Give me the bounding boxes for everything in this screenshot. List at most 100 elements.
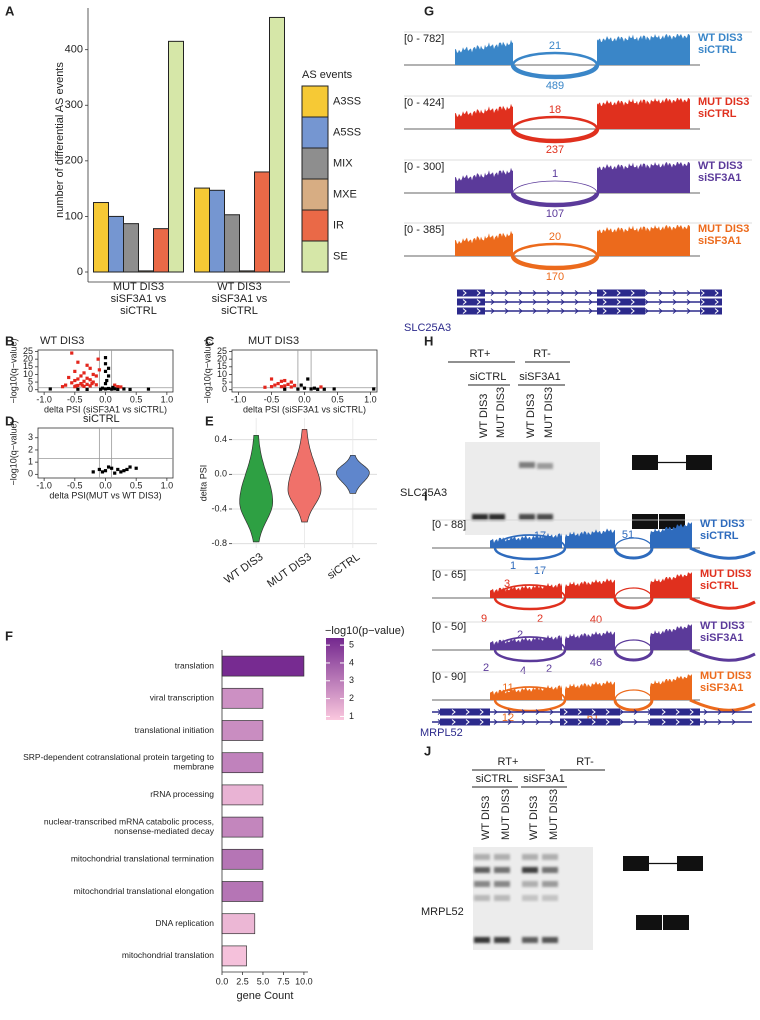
violin	[287, 428, 322, 523]
track-name: MUT DIS3 siCTRL	[698, 96, 749, 120]
strand-chevron	[521, 709, 526, 715]
strand-chevron	[563, 719, 568, 725]
junction-count: 11	[502, 682, 513, 694]
strand-chevron	[490, 308, 495, 314]
point	[286, 382, 290, 386]
text-line: WT DIS3	[698, 32, 743, 44]
strand-chevron	[602, 290, 607, 296]
y-tick-label: 200	[65, 155, 83, 167]
strand-chevron	[493, 719, 498, 725]
strand-chevron	[549, 709, 554, 715]
point	[94, 374, 98, 378]
y-tick-label: 0	[28, 469, 33, 479]
x-axis-label: delta PSI (siSF3A1 vs siCTRL)	[243, 404, 366, 414]
y-tick-label: 5	[28, 376, 33, 386]
point	[296, 387, 300, 391]
strand-chevron	[661, 709, 666, 715]
point	[103, 387, 108, 391]
gel-band	[474, 881, 490, 887]
point	[116, 385, 120, 389]
gel-band	[519, 462, 535, 468]
legend-key	[301, 178, 329, 211]
junction-arc	[689, 698, 756, 712]
bar	[93, 202, 109, 273]
coverage	[455, 39, 513, 65]
strand-chevron	[731, 709, 736, 715]
panel-letter: J	[424, 743, 431, 758]
text-line: WT DIS3	[698, 160, 743, 172]
strand-chevron	[476, 290, 481, 296]
strand-chevron	[451, 709, 456, 715]
strand-chevron	[700, 299, 705, 305]
strand-chevron	[602, 299, 607, 305]
point	[100, 386, 105, 390]
exon-diagram	[686, 455, 712, 470]
point	[283, 384, 287, 388]
strand-chevron	[616, 290, 621, 296]
point	[119, 385, 123, 389]
x-tick-label: -0.5	[264, 394, 280, 404]
bar	[153, 228, 169, 273]
point	[70, 351, 74, 355]
x-tick-label: 1.0	[161, 480, 174, 490]
strand-chevron	[700, 308, 705, 314]
point	[76, 360, 80, 364]
junction-arc	[689, 596, 756, 610]
strand-chevron	[479, 709, 484, 715]
point	[97, 368, 101, 372]
panel-letter: C	[205, 333, 215, 348]
bar	[221, 945, 247, 967]
strand-chevron	[588, 308, 593, 314]
point	[91, 372, 95, 377]
junction-count: 237	[546, 144, 564, 156]
text-line: membrane	[173, 762, 214, 772]
strand-chevron	[689, 709, 694, 715]
point	[110, 466, 114, 470]
exon	[650, 718, 700, 726]
junction-count: 170	[546, 271, 564, 283]
junction-count: 51	[622, 529, 634, 541]
gel-band	[494, 937, 510, 943]
point	[122, 387, 126, 391]
x-tick-label: MUT DIS3	[265, 551, 314, 590]
junction-arc	[511, 51, 599, 66]
junction-count: 1	[504, 588, 510, 600]
track-name: MUT DIS3 siCTRL	[700, 568, 751, 592]
track-range: [0 - 424]	[404, 97, 444, 109]
point	[289, 380, 293, 384]
y-tick-label: 100	[65, 210, 83, 222]
y-tick-label: 25	[23, 346, 33, 356]
text-line: siCTRL	[120, 305, 157, 317]
strand-chevron	[518, 290, 523, 296]
strand-chevron	[672, 299, 677, 305]
strand-chevron	[616, 308, 621, 314]
exon-diagram	[677, 856, 703, 871]
coverage	[597, 225, 690, 256]
colorbar	[326, 638, 344, 720]
y-tick-label: 15	[217, 361, 227, 371]
coverage	[597, 34, 690, 65]
panel-letter: A	[5, 3, 15, 18]
lane-label: WT DIS3	[480, 796, 492, 840]
point	[293, 383, 297, 388]
junction-count: 2	[537, 613, 543, 625]
strand-chevron	[731, 719, 736, 725]
gel-band	[522, 867, 538, 873]
text-line: siCTRL	[698, 44, 737, 56]
strand-chevron	[602, 308, 607, 314]
exon	[440, 708, 490, 716]
colorbar-label: 3	[349, 675, 354, 685]
strand-chevron	[714, 308, 719, 314]
junction-arc	[494, 584, 566, 599]
junction-count: 2	[588, 583, 594, 595]
point	[134, 466, 138, 470]
strand-chevron	[686, 308, 691, 314]
strand-chevron	[549, 719, 554, 725]
exon	[560, 708, 620, 716]
junction-count: 9	[481, 613, 487, 625]
junction-arc	[493, 597, 567, 611]
point	[85, 387, 89, 392]
panel-letter: H	[424, 333, 433, 348]
point	[116, 467, 120, 472]
junction-arc	[510, 255, 600, 271]
